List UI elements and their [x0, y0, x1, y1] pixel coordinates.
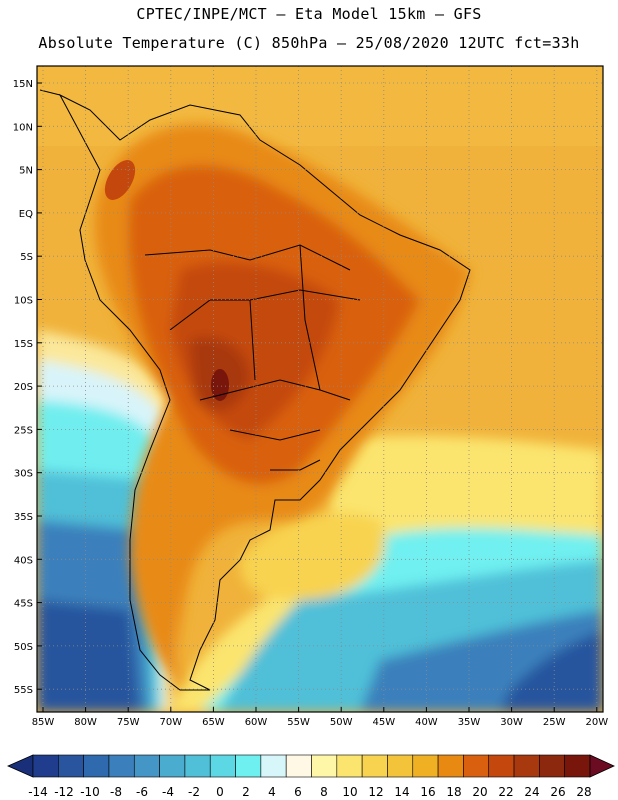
latitude-label: 35S: [14, 512, 33, 523]
longitude-label: 45W: [372, 717, 395, 728]
colorbar-swatch: [184, 754, 211, 778]
latitude-label: 10N: [13, 122, 33, 133]
colorbar-label: 0: [216, 785, 224, 799]
colorbar-swatch: [209, 754, 236, 778]
longitude-label: 65W: [202, 717, 225, 728]
colorbar-swatch: [58, 754, 84, 778]
latitude-label: 45S: [14, 599, 33, 610]
latitude-label: 20S: [14, 382, 33, 393]
colorbar-label: 18: [446, 785, 461, 799]
colorbar-swatch: [539, 754, 565, 778]
colorbar-swatch: [108, 754, 135, 778]
colorbar-swatch: [564, 754, 591, 778]
longitude-label: 35W: [458, 717, 481, 728]
latitude-label: 15S: [14, 339, 33, 350]
latitude-label: 5N: [19, 166, 33, 177]
colorbar-swatch: [260, 754, 287, 778]
colorbar-swatch: [437, 754, 464, 778]
colorbar-label: -6: [136, 785, 148, 799]
colorbar-label: 26: [550, 785, 565, 799]
latitude-label: 30S: [14, 469, 33, 480]
colorbar-label: 2: [242, 785, 250, 799]
map-subtitle: Absolute Temperature (C) 850hPa – 25/08/…: [38, 34, 580, 52]
colorbar-swatch: [32, 754, 59, 778]
colorbar-label: -12: [54, 785, 74, 799]
longitude-label: 55W: [287, 717, 310, 728]
map-title: CPTEC/INPE/MCT – Eta Model 15km – GFS: [136, 5, 482, 23]
longitude-label: 30W: [500, 717, 523, 728]
latitude-label: 25S: [14, 425, 33, 436]
colorbar-label: 14: [394, 785, 409, 799]
colorbar-label: -8: [110, 785, 122, 799]
colorbar-swatch: [133, 754, 160, 778]
colorbar-label: 22: [498, 785, 513, 799]
colorbar-label: -2: [188, 785, 200, 799]
colorbar-label: 8: [320, 785, 328, 799]
colorbar-label: 24: [524, 785, 539, 799]
latitude-label: 5S: [20, 252, 33, 263]
colorbar-swatch: [412, 754, 439, 778]
latitude-label: 55S: [14, 685, 33, 696]
longitude-label: 50W: [330, 717, 353, 728]
latitude-label: 50S: [14, 642, 33, 653]
colorbar-label: 10: [342, 785, 357, 799]
colorbar-swatch: [361, 754, 388, 778]
longitude-label: 75W: [117, 717, 140, 728]
colorbar-label: -4: [162, 785, 174, 799]
longitude-label: 20W: [585, 717, 608, 728]
latitude-label: EQ: [19, 209, 33, 220]
latitude-label: 15N: [13, 79, 33, 90]
latitude-label: 40S: [14, 555, 33, 566]
colorbar-swatch: [235, 754, 262, 778]
colorbar-label: 16: [420, 785, 435, 799]
colorbar-low-arrow: [7, 754, 34, 778]
map-border: [36, 65, 604, 713]
longitude-axis: 85W 80W 75W 70W 65W 60W 55W 50W 45W 40W 35W 30W 25W 2…: [32, 707, 608, 728]
latitude-label: 10S: [14, 296, 33, 307]
colorbar-label: -10: [80, 785, 100, 799]
latitude-axis: 15N 10N 5N EQ 5S 10S 15S 20S 25S 30S 35S 40S 45S 50S 5…: [13, 79, 42, 696]
colorbar-swatch: [336, 754, 363, 778]
colorbar-label: 6: [294, 785, 302, 799]
colorbar-label: 12: [368, 785, 383, 799]
longitude-label: 25W: [543, 717, 566, 728]
colorbar-swatch: [488, 754, 515, 778]
longitude-label: 40W: [415, 717, 438, 728]
longitude-label: 60W: [245, 717, 268, 728]
colorbar-swatch: [83, 754, 110, 778]
longitude-label: 85W: [32, 717, 55, 728]
colorbar-swatch: [387, 754, 414, 778]
colorbar-swatch: [159, 754, 186, 778]
colorbar-swatch: [311, 754, 338, 778]
colorbar-swatch: [463, 754, 490, 778]
colorbar-label: 4: [268, 785, 276, 799]
colorbar-swatch: [513, 754, 540, 778]
temperature-field: [37, 66, 603, 712]
colorbar-swatch: [285, 754, 312, 778]
longitude-label: 70W: [159, 717, 182, 728]
colorbar: -14 -12 -10 -8 -6 -4 -2 0 2 4 6 8 10 12 14 16 18 20 22 24 26…: [7, 754, 615, 799]
colorbar-high-arrow: [589, 754, 615, 778]
colorbar-label: 28: [576, 785, 591, 799]
colorbar-label: 20: [472, 785, 487, 799]
longitude-label: 80W: [74, 717, 97, 728]
colorbar-label: -14: [28, 785, 48, 799]
